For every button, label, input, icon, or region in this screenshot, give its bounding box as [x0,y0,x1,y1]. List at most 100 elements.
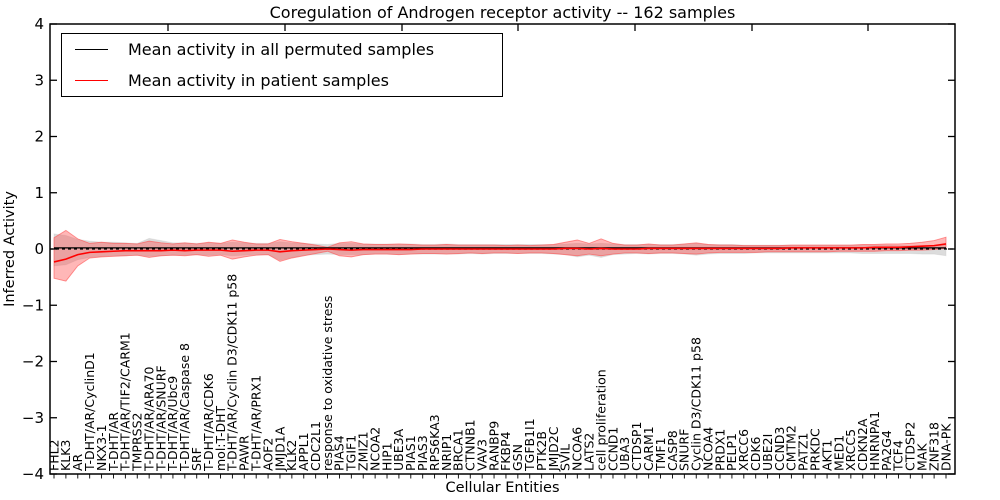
x-tick-label: UBE2I [760,434,775,471]
x-tick-label: PAWR [237,435,252,471]
x-tick-label: TMPRSS2 [130,413,145,472]
legend-label-permuted: Mean activity in all permuted samples [128,40,435,59]
legend-label-patient: Mean activity in patient samples [128,71,389,90]
x-tick-label: BRCA1 [451,429,466,471]
x-tick-label: PRKDC [807,428,822,471]
permuted-line-swatch [75,49,108,50]
x-tick-label: SNURF [677,429,692,471]
x-tick-label: T-DHT/AR/CDK6 [201,373,216,472]
y-tick-label: 1 [34,184,44,202]
x-tick-label: T-DHT/AR/PRX1 [248,375,263,472]
x-tick-label: LATS2 [582,433,597,471]
x-tick-label: APPL1 [296,432,311,471]
x-tick-label: CDC2L1 [308,421,323,471]
x-tick-label: cell proliferation [593,369,608,471]
x-tick-label: CTDSP2 [903,422,918,471]
x-tick-label: HIP1 [379,442,394,471]
x-tick-label: NCOA6 [570,427,585,471]
x-tick-label: TMF1 [653,437,668,472]
y-tick-label: −1 [22,296,44,314]
x-tick-label: AR [70,453,85,471]
x-tick-label: CARM1 [641,426,656,471]
x-tick-label: PA2G4 [879,430,894,471]
x-tick-label: T-DHT/AR/SNURF [153,365,168,472]
patient-mean-line [53,243,947,263]
x-tick-label: GSN [510,444,525,471]
x-tick-label: PIAS3 [415,435,430,471]
x-tick-label: PELP1 [724,433,739,471]
x-tick-label: KLK2 [284,440,299,471]
y-tick-label: −4 [22,465,44,483]
chart-title: Coregulation of Androgen receptor activi… [269,3,736,22]
legend-item-patient: Mean activity in patient samples [62,66,502,96]
x-tick-label: TCF4 [891,440,906,472]
y-tick-label: −3 [22,409,44,427]
x-tick-label: CCND1 [605,427,620,471]
x-tick-label: UBA3 [617,437,632,471]
x-tick-label: CCND3 [772,427,787,471]
x-tick-label: FKBP4 [498,431,513,471]
x-tick-label: ZNF318 [926,422,941,471]
x-tick-label: PIAS1 [403,435,418,471]
x-tick-label: T-DHT/AR/Caspase 8 [177,343,192,472]
x-axis-label: Cellular Entities [445,480,560,496]
y-tick-label: 0 [34,240,44,258]
legend: Mean activity in all permuted samples Me… [61,33,503,97]
x-tick-label: CTDSP1 [629,422,644,471]
x-tick-label: AKT1 [819,440,834,471]
x-tick-label: SRF [189,447,204,471]
x-tick-label: CDKN2A [855,418,870,471]
x-tick-label: UBE3A [391,428,406,471]
x-tick-label: T-DHT/AR/CyclinD1 [82,352,97,472]
x-tick-label: TGIF1 [344,435,359,472]
x-tick-label: JMJD1A [272,426,287,472]
x-tick-label: T-DHT/AR/TIF2/CARM1 [118,332,133,472]
x-tick-label: RANBP9 [486,421,501,471]
x-tick-label: RPS6KA3 [427,414,442,471]
x-tick-label: CDK6 [748,436,763,471]
x-tick-label: ZMIZ1 [356,431,371,471]
x-tick-label: NCOA4 [700,427,715,471]
x-tick-label: NCOA2 [367,427,382,471]
x-tick-label: PRDX1 [712,429,727,471]
x-tick-label: AOF2 [260,438,275,471]
legend-item-permuted: Mean activity in all permuted samples [62,35,502,65]
x-tick-label: NKX3-1 [94,424,109,471]
x-tick-label: JMJD2C [546,426,561,472]
x-tick-label: CTNNB1 [463,419,478,471]
x-tick-label: T-DHT/AR/Ubc9 [165,376,180,472]
x-tick-label: TGFB1I1 [522,418,537,472]
x-tick-label: T-DHT/AR/ARA70 [141,366,156,472]
x-tick-label: VAV3 [474,439,489,471]
x-tick-label: KLK3 [58,440,73,471]
x-tick-label: CASP8 [665,430,680,471]
x-tick-label: Cyclin D3/CDK11 p58 [689,337,704,471]
x-tick-label: MED1 [831,435,846,471]
y-axis-label: Inferred Activity [2,191,18,307]
x-tick-label: CMTM2 [784,425,799,471]
x-tick-label: PIAS4 [332,435,347,471]
x-tick-label: T-DHT/AR/Cyclin D3/CDK11 p58 [225,274,240,472]
patient-line-swatch [75,80,108,81]
x-tick-label: XRCC5 [843,429,858,471]
permuted-band [53,233,947,267]
x-tick-label: MAK [915,443,930,471]
x-tick-label: HNRNPA1 [867,411,882,471]
x-tick-label: SVIL [558,444,573,471]
x-tick-label: T-DHT/AR [106,412,121,472]
x-tick-label: FHL2 [46,439,61,471]
patient-band [53,229,947,282]
y-tick-label: 2 [34,128,44,146]
x-tick-label: mol:T-DHT [213,405,228,471]
y-tick-label: 4 [34,15,44,33]
x-tick-label: PTK2B [534,431,549,471]
x-tick-label: response to oxidative stress [320,296,335,471]
y-tick-label: −2 [22,353,44,371]
x-tick-label: DNA-PK [938,423,953,471]
x-tick-label: PATZ1 [796,433,811,471]
y-tick-label: 3 [34,71,44,89]
x-tick-label: NRIP1 [439,434,454,471]
x-tick-label: XRCC6 [736,429,751,471]
